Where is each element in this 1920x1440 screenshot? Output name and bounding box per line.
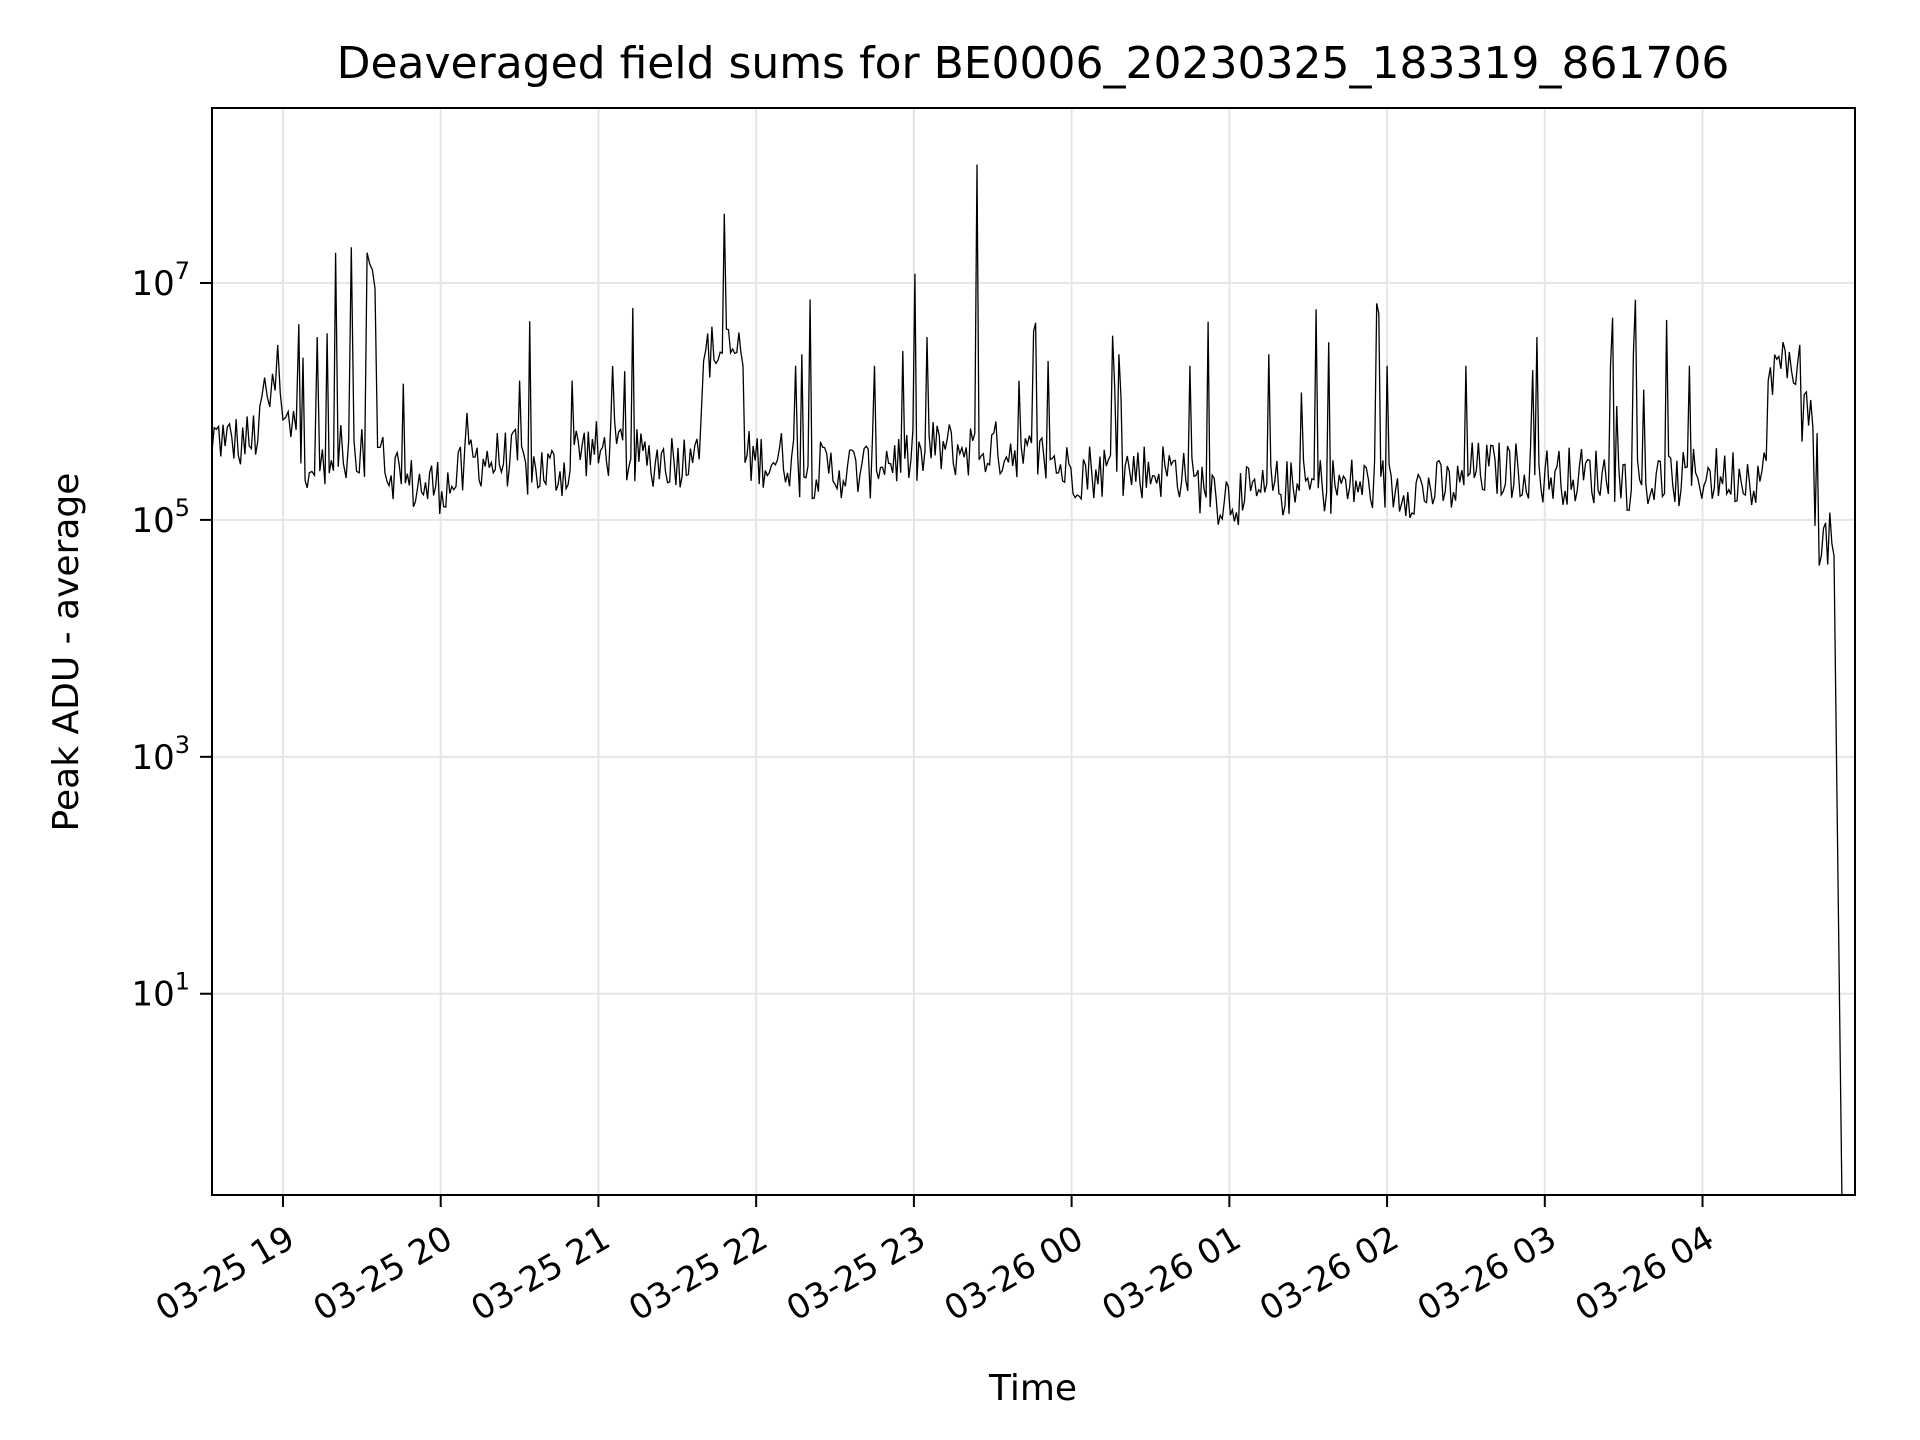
x-tick-label: 03-25 19 xyxy=(149,1218,301,1329)
x-tick-label: 03-26 02 xyxy=(1253,1218,1405,1329)
x-tick-label: 03-25 21 xyxy=(465,1218,617,1329)
y-tick-label: 107 xyxy=(131,257,190,304)
plot-frame xyxy=(211,107,1856,1196)
grid xyxy=(212,108,1855,1195)
y-tick-label: 101 xyxy=(131,968,190,1015)
series-line xyxy=(211,164,1843,1196)
y-tick-label: 105 xyxy=(131,494,190,541)
y-axis-label: Peak ADU - average xyxy=(46,473,87,832)
x-tick-label: 03-25 23 xyxy=(780,1218,932,1329)
y-tick-label: 103 xyxy=(131,731,190,778)
x-tick-label: 03-26 03 xyxy=(1411,1218,1563,1329)
x-tick-label: 03-26 00 xyxy=(938,1218,1090,1329)
chart-title: Deaveraged field sums for BE0006_2023032… xyxy=(337,38,1730,89)
plot-background xyxy=(212,108,1855,1195)
x-tick-label: 03-26 04 xyxy=(1569,1218,1721,1329)
x-tick-label: 03-25 22 xyxy=(622,1218,774,1329)
x-tick-label: 03-26 01 xyxy=(1095,1218,1247,1329)
x-tick-label: 03-25 20 xyxy=(307,1218,459,1329)
x-axis-label: Time xyxy=(988,1368,1077,1409)
